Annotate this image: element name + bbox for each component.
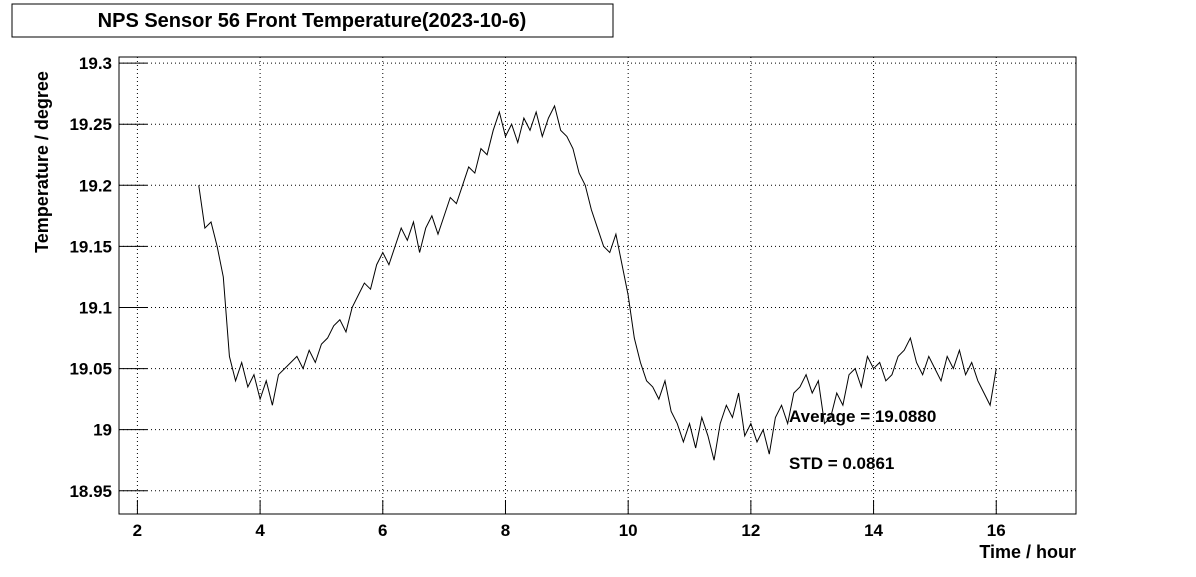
annotation: STD = 0.0861 bbox=[789, 454, 894, 473]
y-axis-title: Temperature / degree bbox=[32, 71, 52, 253]
y-tick-label: 19.05 bbox=[69, 360, 112, 379]
x-tick-label: 8 bbox=[501, 521, 510, 540]
x-tick-label: 4 bbox=[255, 521, 265, 540]
y-tick-label: 19.1 bbox=[79, 298, 112, 317]
chart-title: NPS Sensor 56 Front Temperature(2023-10-… bbox=[98, 10, 527, 32]
x-tick-label: 14 bbox=[864, 521, 883, 540]
y-tick-label: 19.2 bbox=[79, 176, 112, 195]
x-axis-title: Time / hour bbox=[979, 542, 1076, 562]
x-tick-label: 10 bbox=[619, 521, 638, 540]
x-tick-label: 2 bbox=[133, 521, 142, 540]
annotation: Average = 19.0880 bbox=[789, 407, 936, 426]
data-line bbox=[198, 104, 997, 461]
y-tick-label: 19.15 bbox=[69, 237, 112, 256]
x-tick-label: 6 bbox=[378, 521, 387, 540]
title-box bbox=[11, 3, 614, 38]
x-tick-label: 12 bbox=[741, 521, 760, 540]
y-tick-label: 18.95 bbox=[69, 482, 112, 501]
y-tick-label: 19 bbox=[93, 421, 112, 440]
y-tick-label: 19.3 bbox=[79, 54, 112, 73]
y-tick-label: 19.25 bbox=[69, 115, 112, 134]
plot-frame bbox=[118, 56, 1077, 515]
x-tick-label: 16 bbox=[987, 521, 1006, 540]
